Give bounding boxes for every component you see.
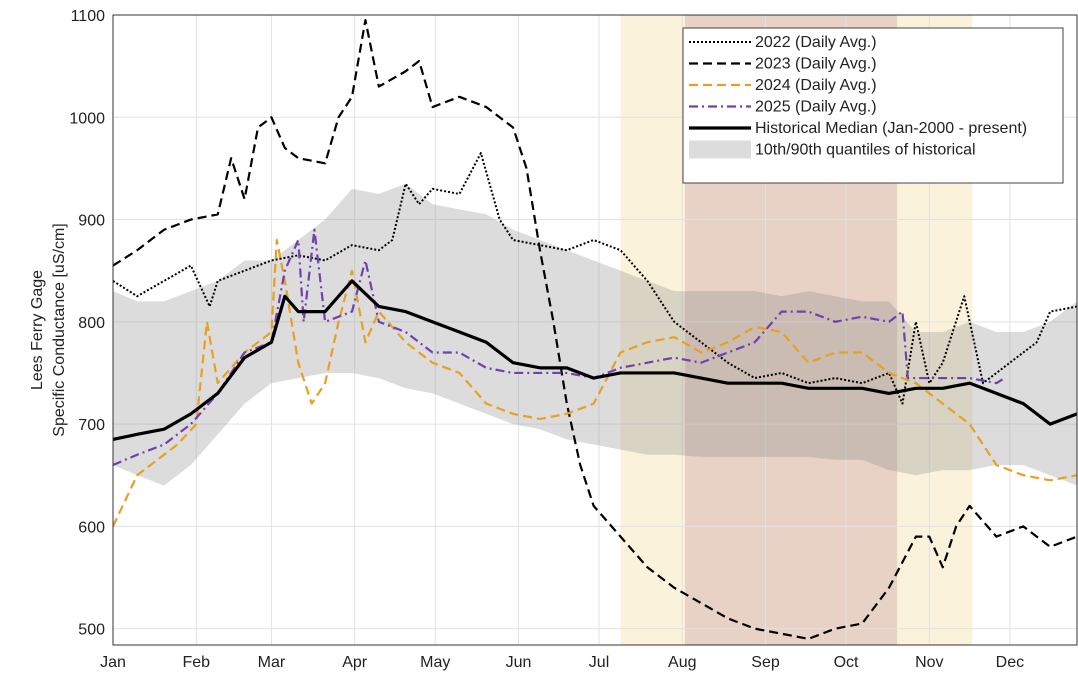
- legend-swatch: [689, 140, 751, 159]
- x-tick-label: Jan: [100, 654, 126, 671]
- y-tick-label: 1000: [69, 110, 105, 127]
- quantile-band: [113, 183, 1077, 486]
- x-tick-label: Feb: [182, 654, 210, 671]
- legend-label: 10th/90th quantiles of historical: [755, 142, 976, 159]
- legend-label: 2024 (Daily Avg.): [755, 77, 877, 94]
- legend-label: 2025 (Daily Avg.): [755, 99, 877, 116]
- x-tick-label: Jun: [506, 654, 532, 671]
- x-tick-label: Dec: [996, 654, 1024, 671]
- series-line: [113, 279, 1077, 441]
- legend-label: Historical Median (Jan-2000 - present): [755, 120, 1027, 137]
- series-line: [113, 152, 1077, 405]
- y-tick-label: 900: [78, 213, 105, 230]
- series-line: [113, 238, 1077, 527]
- series-line: [113, 228, 1006, 467]
- x-tick-label: May: [420, 654, 450, 671]
- y-tick-label: 800: [78, 315, 105, 332]
- y-tick-label: 500: [78, 622, 105, 639]
- x-tick-label: Mar: [258, 654, 286, 671]
- x-tick-label: Nov: [915, 654, 943, 671]
- axes-box: [112, 14, 1078, 646]
- x-tick-label: Oct: [834, 654, 859, 671]
- y-label-line: Specific Conductance [uS/cm]: [51, 223, 68, 436]
- series-line: [113, 19, 1077, 640]
- legend-label: 2023 (Daily Avg.): [755, 56, 877, 73]
- y-tick-label: 700: [78, 417, 105, 434]
- legend-label: 2022 (Daily Avg.): [755, 34, 877, 51]
- x-tick-label: Aug: [668, 654, 696, 671]
- legend: 2022 (Daily Avg.) 2023 (Daily Avg.) 2024 (…: [682, 27, 1064, 184]
- y-tick-label: 600: [78, 519, 105, 536]
- x-tick-label: Jul: [589, 654, 609, 671]
- y-label-line: Lees Ferry Gage: [29, 270, 46, 390]
- x-tick-label: Sep: [751, 654, 780, 671]
- x-tick-label: Apr: [342, 654, 368, 671]
- y-tick-label: 1100: [71, 8, 106, 25]
- y-label: Lees Ferry Gage Specific Conductance [uS…: [29, 223, 68, 436]
